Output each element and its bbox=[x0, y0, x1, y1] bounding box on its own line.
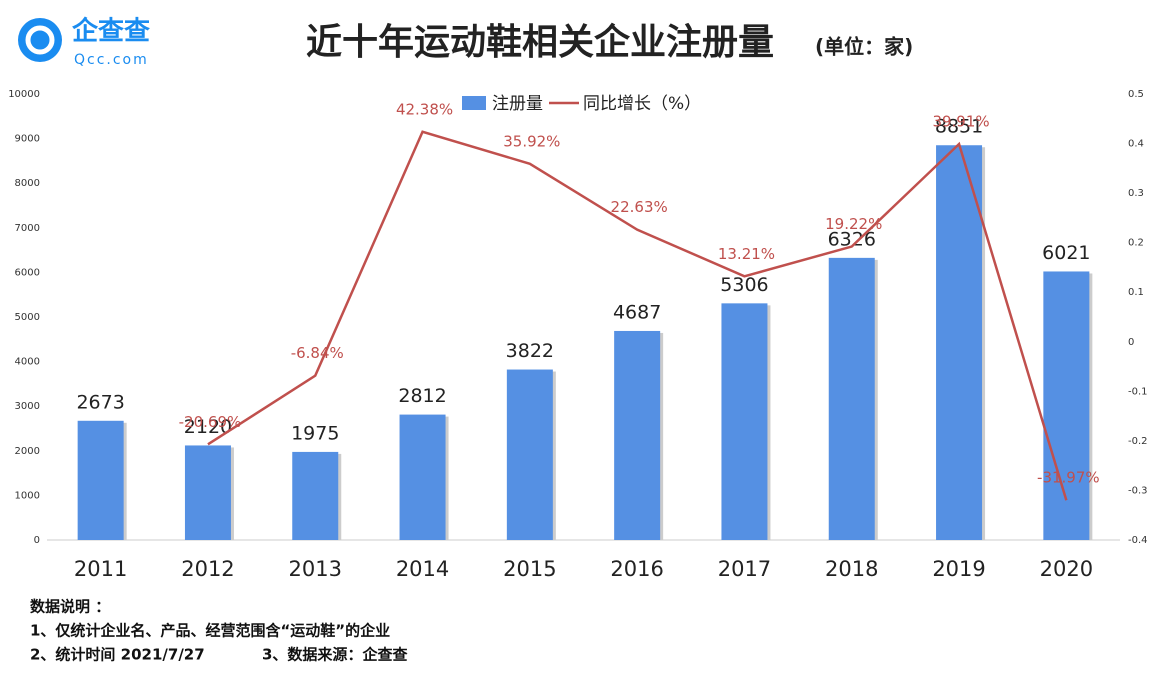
y-tick-label: 4000 bbox=[15, 357, 40, 368]
y2-tick-label: -0.2 bbox=[1128, 436, 1148, 447]
bar-label: 6021 bbox=[1042, 242, 1090, 264]
line-label: 39.91% bbox=[932, 113, 989, 131]
y-tick-label: 2000 bbox=[15, 446, 40, 457]
legend-label: 注册量 bbox=[492, 94, 543, 114]
y-tick-label: 5000 bbox=[15, 312, 40, 323]
bar bbox=[936, 145, 983, 540]
bar-label: 3822 bbox=[506, 340, 554, 362]
y2-tick-label: 0.1 bbox=[1128, 287, 1144, 298]
line-label: -31.97% bbox=[1037, 469, 1100, 487]
y2-tick-label: 0.2 bbox=[1128, 238, 1144, 249]
logo-icon-ring bbox=[25, 25, 55, 55]
brand-site: Qcc.com bbox=[74, 52, 149, 68]
bar-label: 4687 bbox=[613, 301, 661, 323]
line-label: 42.38% bbox=[396, 100, 453, 118]
y-tick-label: 1000 bbox=[15, 490, 40, 501]
bar bbox=[1043, 271, 1090, 540]
line-label: 13.21% bbox=[718, 245, 775, 263]
note: 3、数据来源：企查查 bbox=[262, 646, 408, 664]
y-tick-label: 9000 bbox=[15, 134, 40, 145]
line-label: 22.63% bbox=[611, 198, 668, 216]
x-tick-label: 2012 bbox=[181, 557, 234, 581]
y2-tick-label: 0 bbox=[1128, 337, 1134, 348]
bar bbox=[614, 330, 661, 540]
note: 1、仅统计企业名、产品、经营范围含“运动鞋”的企业 bbox=[30, 622, 390, 640]
bar bbox=[721, 303, 768, 540]
chart-title: 近十年运动鞋相关企业注册量 bbox=[306, 21, 774, 63]
x-tick-label: 2013 bbox=[289, 557, 342, 581]
y2-tick-label: 0.5 bbox=[1128, 89, 1144, 100]
y-tick-label: 0 bbox=[34, 535, 40, 546]
legend-label: 同比增长（%） bbox=[583, 94, 701, 114]
y-tick-label: 8000 bbox=[15, 178, 40, 189]
bar-label: 2812 bbox=[398, 385, 446, 407]
y2-tick-label: -0.3 bbox=[1128, 485, 1148, 496]
x-tick-label: 2019 bbox=[932, 557, 985, 581]
bar-label: 5306 bbox=[720, 274, 768, 296]
x-tick-label: 2017 bbox=[718, 557, 771, 581]
x-tick-label: 2011 bbox=[74, 557, 127, 581]
y2-tick-label: -0.1 bbox=[1128, 386, 1148, 397]
bar-label: 1975 bbox=[291, 422, 339, 444]
note: 2、统计时间 2021/7/27 bbox=[30, 646, 205, 664]
y-tick-label: 6000 bbox=[15, 267, 40, 278]
logo-icon bbox=[18, 18, 62, 62]
y2-tick-label: 0.4 bbox=[1128, 139, 1144, 150]
line-label: -6.84% bbox=[291, 344, 344, 362]
bar bbox=[77, 420, 124, 540]
logo: 企查查 Qcc.com bbox=[18, 16, 150, 68]
bar-label: 8851 bbox=[935, 116, 983, 138]
line-label: -20.69% bbox=[179, 413, 242, 431]
bar bbox=[506, 369, 553, 540]
y2-tick-label: 0.3 bbox=[1128, 188, 1144, 199]
x-tick-label: 2020 bbox=[1040, 557, 1093, 581]
y-tick-label: 3000 bbox=[15, 401, 40, 412]
chart-subtitle: (单位：家) bbox=[815, 35, 913, 59]
bar bbox=[184, 445, 231, 540]
x-tick-label: 2018 bbox=[825, 557, 878, 581]
bar bbox=[828, 257, 875, 540]
bar-label: 2120 bbox=[184, 416, 232, 438]
x-tick-label: 2014 bbox=[396, 557, 449, 581]
line bbox=[207, 130, 1068, 501]
bar bbox=[292, 451, 339, 540]
line-label: 35.92% bbox=[503, 132, 560, 150]
y-tick-label: 10000 bbox=[8, 89, 40, 100]
y2-tick-label: -0.4 bbox=[1128, 535, 1148, 546]
x-tick-label: 2015 bbox=[503, 557, 556, 581]
note: 数据说明 ： bbox=[30, 598, 110, 616]
brand-name: 企查查 bbox=[72, 16, 150, 47]
y-tick-label: 7000 bbox=[15, 223, 40, 234]
bar bbox=[399, 414, 446, 540]
line-label: 19.22% bbox=[825, 215, 882, 233]
x-tick-label: 2016 bbox=[610, 557, 663, 581]
bar-label: 2673 bbox=[76, 391, 124, 413]
legend-swatch bbox=[462, 96, 486, 110]
